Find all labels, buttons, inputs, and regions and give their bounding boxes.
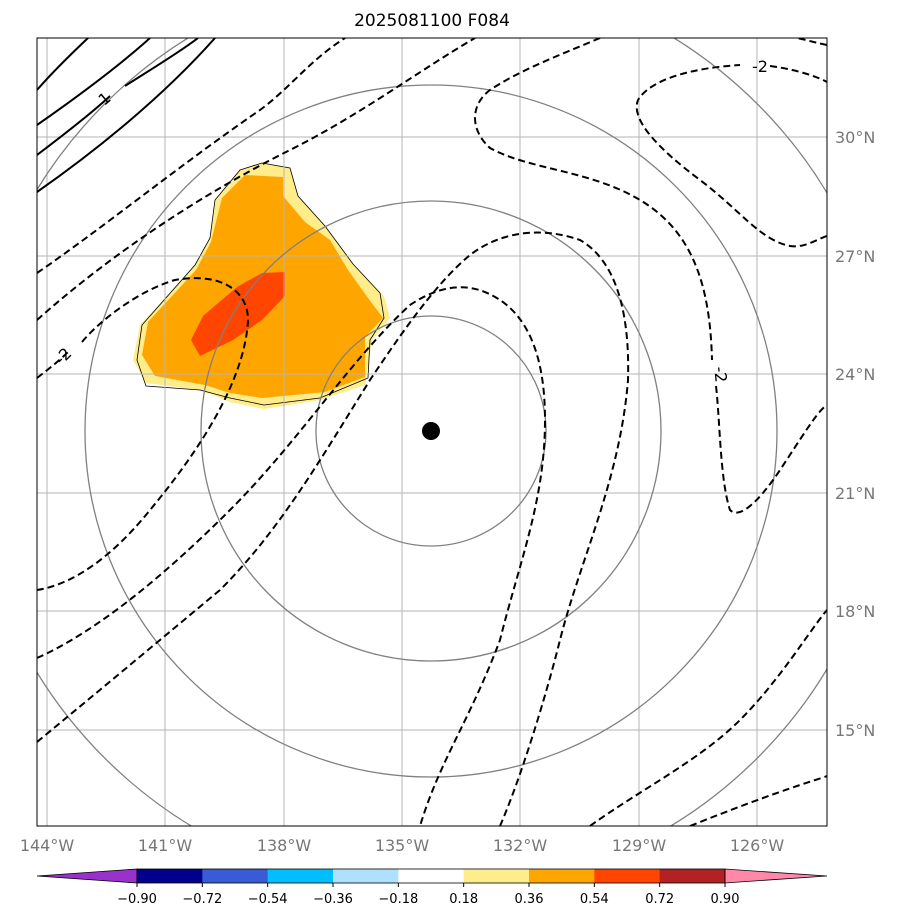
lon-label: 132°W bbox=[493, 836, 548, 855]
colorbar-tick-label: 0.54 bbox=[580, 892, 609, 907]
colorbar-segment bbox=[594, 869, 661, 883]
colorbar-segment bbox=[137, 869, 203, 883]
gridlines bbox=[37, 38, 827, 826]
lat-label: 18°N bbox=[835, 602, 875, 621]
colorbar-segment bbox=[659, 869, 726, 883]
lat-axis: 30°N 27°N 24°N 21°N 18°N 15°N bbox=[835, 128, 875, 740]
colorbar-segment bbox=[398, 869, 465, 883]
colorbar-outline bbox=[136, 868, 726, 884]
lon-label: 129°W bbox=[612, 836, 667, 855]
colorbar-extend-left bbox=[36, 868, 138, 884]
storm-center-marker bbox=[422, 422, 440, 440]
range-ring-2 bbox=[200, 200, 662, 662]
lat-label: 15°N bbox=[835, 721, 875, 740]
colorbar-segment bbox=[333, 869, 399, 883]
contour-label-neg2-b: -2 bbox=[710, 366, 730, 384]
map-area: 1 -2 -2 -2 bbox=[37, 38, 827, 826]
fill-region-outline bbox=[136, 162, 385, 406]
colorbar-tick-label: −0.54 bbox=[248, 892, 288, 907]
fill-region-red bbox=[191, 272, 285, 356]
lat-label: 24°N bbox=[835, 365, 875, 384]
colorbar-tick-label: 0.90 bbox=[711, 892, 740, 907]
dashed-contours bbox=[37, 38, 827, 826]
range-rings bbox=[37, 38, 827, 826]
contour-label-neg2-c: -2 bbox=[752, 57, 768, 76]
lon-label: 126°W bbox=[730, 836, 785, 855]
lon-label: 135°W bbox=[375, 836, 430, 855]
lat-label: 21°N bbox=[835, 484, 875, 503]
colorbar-tick-label: −0.18 bbox=[378, 892, 418, 907]
colorbar-tick-label: 0.36 bbox=[515, 892, 544, 907]
lon-label: 144°W bbox=[20, 836, 75, 855]
lon-label: 138°W bbox=[257, 836, 312, 855]
colorbar-segment bbox=[267, 869, 334, 883]
colorbar-tick-label: 0.18 bbox=[449, 892, 478, 907]
colorbar-tick-label: −0.72 bbox=[182, 892, 222, 907]
lon-axis: 144°W 141°W 138°W 135°W 132°W 129°W 126°… bbox=[20, 836, 785, 855]
lat-label: 30°N bbox=[835, 128, 875, 147]
colorbar-extend-right bbox=[724, 868, 828, 884]
lat-label: 27°N bbox=[835, 247, 875, 266]
solid-contours bbox=[37, 38, 216, 193]
lon-label: 141°W bbox=[138, 836, 193, 855]
map-frame bbox=[36, 37, 828, 827]
colorbar-tick-label: −0.90 bbox=[117, 892, 157, 907]
range-ring-3 bbox=[84, 84, 778, 778]
colorbar-segment bbox=[463, 869, 530, 883]
colorbar-tick-label: 0.72 bbox=[645, 892, 674, 907]
colorbar: −0.90 −0.72 −0.54 −0.36 −0.18 0.18 0.36 0.54 0.7… bbox=[36, 868, 828, 907]
figure-title: 2025081100 F084 bbox=[354, 11, 510, 31]
colorbar-segment bbox=[202, 869, 269, 883]
range-ring-1 bbox=[315, 315, 547, 547]
colorbar-segment bbox=[529, 869, 595, 883]
colorbar-tick-label: −0.36 bbox=[313, 892, 353, 907]
